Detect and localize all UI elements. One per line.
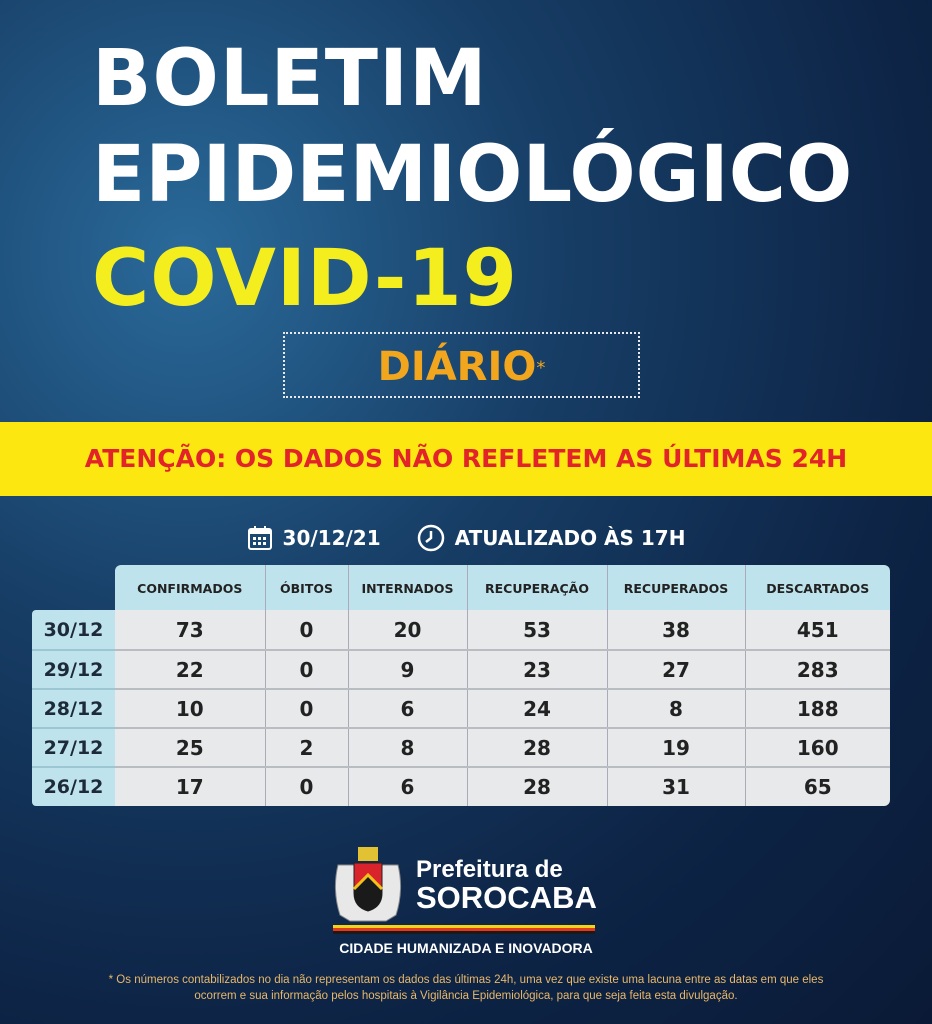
cell-recuperados: 8: [606, 688, 745, 728]
cell-descartados: 65: [744, 766, 890, 806]
corner: [32, 565, 115, 611]
title-line-3: COVID-19: [92, 234, 518, 324]
cell-confirmados: 10: [115, 688, 265, 728]
table-row: 26/12 17 0 6 28 31 65: [32, 766, 890, 806]
data-table: CONFIRMADOS ÓBITOS INTERNADOS RECUPERAÇÃ…: [32, 565, 890, 806]
cell-descartados: 160: [744, 727, 890, 767]
cell-óbitos: 0: [264, 688, 348, 728]
cell-descartados: 451: [744, 611, 890, 650]
cell-recuperados: 31: [606, 766, 745, 806]
row-date: 30/12: [43, 619, 104, 641]
cell-confirmados: 25: [115, 727, 265, 767]
warning-banner: ATENÇÃO: OS DADOS NÃO REFLETEM AS ÚLTIMA…: [0, 422, 932, 496]
cell-recuperados: 27: [606, 649, 745, 689]
clock-icon: [417, 524, 444, 552]
col-header: DESCARTADOS: [744, 565, 890, 611]
cell-descartados: 188: [744, 688, 890, 728]
city-logo: Prefeitura de SOROCABA: [330, 845, 597, 925]
cell-confirmados: 22: [115, 649, 265, 689]
calendar-icon: [247, 526, 272, 550]
info-row: 30/12/21 ATUALIZADO ÀS 17H: [0, 524, 932, 552]
tagline: CIDADE HUMANIZADA E INOVADORA: [339, 940, 593, 956]
row-date: 29/12: [32, 649, 115, 689]
title-line-1: BOLETIM: [92, 34, 488, 124]
flag-stripe: [333, 925, 595, 934]
col-header: RECUPERADOS: [606, 565, 745, 611]
cell-confirmados: 73: [175, 618, 204, 642]
logo-line-2: SOROCABA: [416, 879, 597, 915]
col-header: RECUPERAÇÃO: [466, 565, 607, 611]
title-line-2: EPIDEMIOLÓGICO: [92, 130, 853, 220]
col-header: ÓBITOS: [264, 565, 348, 611]
cell-recuperados: 38: [606, 611, 745, 650]
cell-internados: 9: [347, 649, 467, 689]
asterisk: *: [536, 357, 546, 379]
daily-badge: DIÁRIO*: [283, 332, 640, 398]
cell-descartados: 283: [744, 649, 890, 689]
logo-line-1: Prefeitura de: [416, 855, 563, 883]
col-header: CONFIRMADOS: [137, 580, 243, 596]
updated-time: ATUALIZADO ÀS 17H: [454, 526, 686, 550]
cell-recuperação: 23: [466, 649, 607, 689]
col-header: INTERNADOS: [347, 565, 467, 611]
cell-recuperação: 53: [466, 611, 607, 650]
table-row: 29/12 22 0 9 23 27 283: [32, 649, 890, 689]
cell-internados: 20: [347, 611, 467, 650]
table-row: 30/12 73 0 20 53 38 451: [32, 611, 890, 650]
daily-label: DIÁRIO: [377, 344, 537, 390]
cell-óbitos: 0: [264, 611, 348, 650]
cell-internados: 6: [347, 766, 467, 806]
cell-internados: 6: [347, 688, 467, 728]
table-row: 27/12 25 2 8 28 19 160: [32, 727, 890, 767]
bulletin-date: 30/12/21: [282, 526, 381, 550]
cell-óbitos: 0: [264, 766, 348, 806]
header-row: CONFIRMADOS ÓBITOS INTERNADOS RECUPERAÇÃ…: [32, 565, 890, 611]
footnote: * Os números contabilizados no dia não r…: [0, 972, 932, 1004]
row-date: 27/12: [32, 727, 115, 767]
row-date: 26/12: [32, 766, 115, 806]
cell-óbitos: 0: [264, 649, 348, 689]
row-date: 28/12: [32, 688, 115, 728]
cell-recuperados: 19: [606, 727, 745, 767]
cell-recuperação: 28: [466, 766, 607, 806]
table-row: 28/12 10 0 6 24 8 188: [32, 688, 890, 728]
cell-recuperação: 24: [466, 688, 607, 728]
coat-of-arms-icon: [334, 847, 402, 922]
cell-recuperação: 28: [466, 727, 607, 767]
footnote-text: * Os números contabilizados no dia não r…: [108, 974, 824, 1002]
cell-internados: 8: [347, 727, 467, 767]
cell-confirmados: 17: [115, 766, 265, 806]
cell-óbitos: 2: [264, 727, 348, 767]
